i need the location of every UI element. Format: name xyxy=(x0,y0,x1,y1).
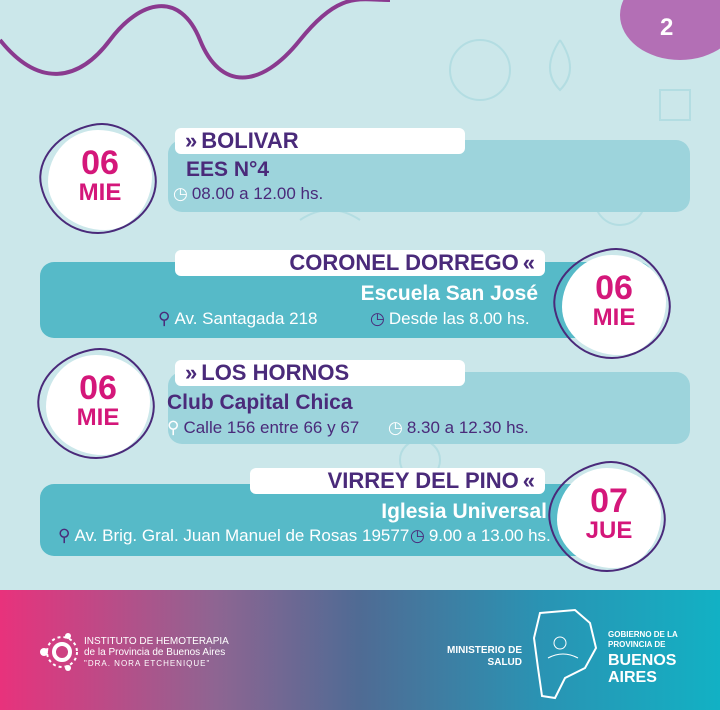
event-card-virrey-del-pino xyxy=(40,484,652,556)
footer: INSTITUTO DE HEMOTERAPIA de la Provincia… xyxy=(0,590,720,710)
city-name: LOS HORNOS xyxy=(201,360,350,385)
day: 06 xyxy=(81,144,119,182)
city-name: VIRREY DEL PINO xyxy=(327,468,519,493)
gov-line: AIRES xyxy=(608,669,657,686)
chevron-left-icon: « xyxy=(522,250,535,275)
location-pin-icon: ⚲ xyxy=(167,418,180,437)
date-badge: 07 JUE xyxy=(538,451,676,583)
weekday: MIE xyxy=(78,179,122,206)
gov-line: PROVINCIA DE xyxy=(608,640,666,649)
address: Av. Brig. Gral. Juan Manuel de Rosas 195… xyxy=(74,526,410,545)
time: 9.00 a 13.00 hs. xyxy=(428,526,551,545)
city-label: VIRREY DEL PINO « xyxy=(250,468,545,494)
city-name: BOLIVAR xyxy=(201,128,299,153)
page-number: 2 xyxy=(660,14,674,41)
place-name: Iglesia Universal xyxy=(381,500,547,523)
institute-logo-icon xyxy=(40,633,78,671)
location-pin-icon: ⚲ xyxy=(158,309,171,328)
institute-line: "DRA. NORA ETCHENIQUE" xyxy=(84,659,211,668)
gov-line: GOBIERNO DE LA xyxy=(608,630,678,639)
city-label: » LOS HORNOS xyxy=(175,360,465,386)
institute-name: INSTITUTO DE HEMOTERAPIA de la Provincia… xyxy=(84,636,229,669)
place-name: EES N°4 xyxy=(186,158,270,181)
time: 8.30 a 12.30 hs. xyxy=(406,418,529,437)
government-label: GOBIERNO DE LA PROVINCIA DE BUENOS AIRES xyxy=(608,630,678,686)
city-label: » BOLIVAR xyxy=(175,128,465,154)
decorative-swirl xyxy=(0,0,390,80)
time: 08.00 a 12.00 hs. xyxy=(191,184,324,203)
time: Desde las 8.00 hs. xyxy=(388,309,530,328)
chevron-right-icon: » xyxy=(185,360,198,385)
date-badge: 06 MIE xyxy=(29,113,167,245)
date-badge: 06 MIE xyxy=(543,238,681,370)
address: Calle 156 entre 66 y 67 xyxy=(183,418,360,437)
institute-line: de la Provincia de Buenos Aires xyxy=(84,647,226,658)
clock-icon: ◷ xyxy=(370,309,385,328)
ministry-line: SALUD xyxy=(487,657,522,668)
clock-icon: ◷ xyxy=(173,184,188,203)
clock-icon: ◷ xyxy=(410,526,425,545)
location-pin-icon: ⚲ xyxy=(58,526,71,545)
day: 06 xyxy=(595,269,633,307)
address: Av. Santagada 218 xyxy=(174,309,318,328)
city-name: CORONEL DORREGO xyxy=(289,250,519,275)
place-name: Club Capital Chica xyxy=(167,391,353,414)
clock-icon: ◷ xyxy=(388,418,403,437)
date-badge: 06 MIE xyxy=(27,338,165,470)
weekday: MIE xyxy=(76,404,120,431)
ministry-label: MINISTERIO DE SALUD xyxy=(440,645,522,669)
chevron-left-icon: « xyxy=(522,468,535,493)
gov-line: BUENOS xyxy=(608,652,677,669)
weekday: MIE xyxy=(592,304,636,331)
place-name: Escuela San José xyxy=(360,282,538,305)
city-label: CORONEL DORREGO « xyxy=(175,250,545,276)
ministry-line: MINISTERIO DE xyxy=(446,645,522,656)
day: 07 xyxy=(590,482,628,520)
chevron-right-icon: » xyxy=(185,128,198,153)
institute-line: INSTITUTO DE HEMOTERAPIA xyxy=(84,636,229,647)
province-map-icon xyxy=(532,608,598,700)
weekday: JUE xyxy=(585,517,633,544)
day: 06 xyxy=(79,369,117,407)
